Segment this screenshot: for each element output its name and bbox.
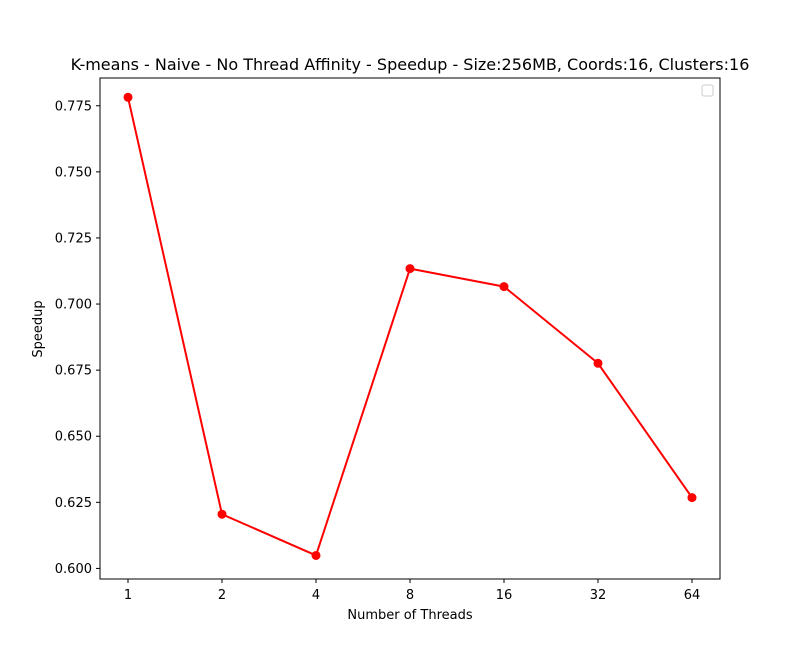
y-tick-label: 0.700 xyxy=(55,298,92,313)
data-point xyxy=(593,358,603,368)
plot-series xyxy=(123,92,697,560)
x-tick-label: 32 xyxy=(590,588,607,603)
y-tick-label: 0.675 xyxy=(55,364,92,379)
y-axis: 0.600 0.625 0.650 0.675 0.700 0.725 0.750 0.775 xyxy=(55,99,100,577)
data-point xyxy=(499,282,509,292)
x-tick-label: 8 xyxy=(406,588,414,603)
chart-title: K-means - Naive - No Thread Affinity - S… xyxy=(71,55,750,74)
y-tick-label: 0.775 xyxy=(55,99,92,114)
data-point xyxy=(687,493,697,503)
legend-box xyxy=(701,84,714,97)
x-tick-label: 16 xyxy=(496,588,513,603)
y-tick-label: 0.600 xyxy=(55,562,92,577)
data-point xyxy=(311,550,321,560)
x-tick-label: 1 xyxy=(124,588,132,603)
plot-frame xyxy=(99,77,721,580)
x-axis-label: Number of Threads xyxy=(347,608,472,623)
y-tick-label: 0.625 xyxy=(55,496,92,511)
x-axis: 1 2 4 8 16 32 64 xyxy=(124,579,700,603)
x-tick-label: 2 xyxy=(218,588,226,603)
y-tick-label: 0.650 xyxy=(55,430,92,445)
data-point xyxy=(217,509,227,519)
x-tick-label: 4 xyxy=(312,588,320,603)
data-point xyxy=(405,264,415,274)
y-tick-label: 0.725 xyxy=(55,231,92,246)
y-axis-label: Speedup xyxy=(31,300,46,357)
x-tick-label: 64 xyxy=(684,588,701,603)
data-point xyxy=(123,92,133,102)
y-tick-label: 0.750 xyxy=(55,165,92,180)
